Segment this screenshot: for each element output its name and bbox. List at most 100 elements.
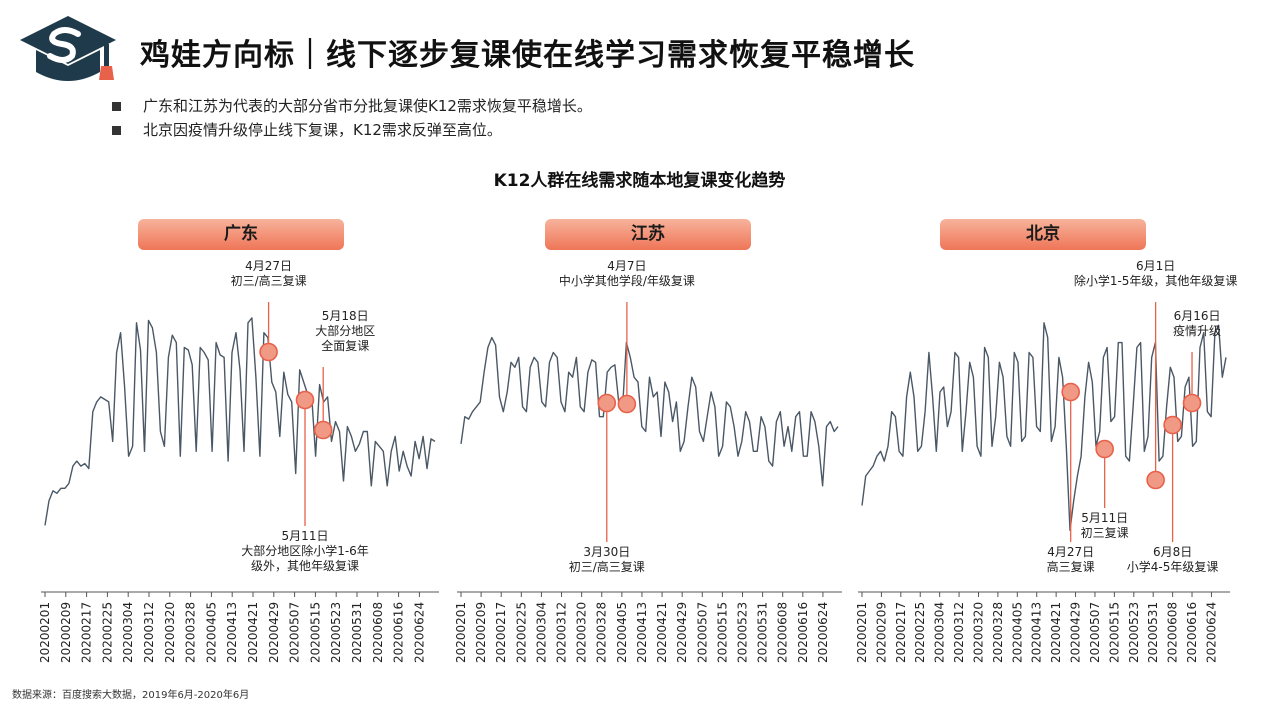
page-title: 鸡娃方向标｜线下逐步复课使在线学习需求恢复平稳增长 — [140, 38, 915, 73]
x-tick-label: 20200616 — [1185, 602, 1199, 663]
annotation-marker — [259, 342, 278, 362]
x-tick-label: 20200429 — [675, 602, 689, 663]
x-tick-label: 20200515 — [1107, 602, 1121, 663]
x-tick-label: 20200624 — [1204, 602, 1218, 663]
x-tick-label: 20200523 — [329, 602, 343, 663]
x-tick-label: 20200413 — [635, 602, 649, 663]
annotation-text: 4月7日 — [607, 259, 646, 273]
chart-panel-0: 20200201 20200209 20200217 20200225 20200304… — [38, 259, 439, 663]
panel-label-guangdong: 广东 — [138, 219, 344, 250]
x-tick-label: 20200429 — [1069, 602, 1083, 663]
chart-panel-2: 20200201 20200209 20200217 20200225 20200304… — [855, 259, 1237, 663]
x-tick-label: 20200201 — [855, 602, 869, 663]
bullet-item: 北京因疫情升级停止线下复课，K12需求反弹至高位。 — [112, 118, 592, 142]
x-tick-label: 20200209 — [874, 602, 888, 663]
x-tick-label: 20200225 — [913, 602, 927, 663]
annotation-text: 初三/高三复课 — [569, 559, 645, 574]
annotation-text: 5月18日 — [322, 309, 369, 323]
x-tick-label: 20200312 — [952, 602, 966, 663]
annotation-marker — [1163, 415, 1182, 435]
annotation-marker — [617, 394, 637, 414]
x-tick-label: 20200320 — [971, 602, 985, 663]
annotation-marker — [1061, 382, 1080, 402]
annotation-text: 初三复课 — [1081, 526, 1129, 540]
bullet-text: 广东和江苏为代表的大部分省市分批复课使K12需求恢复平稳增长。 — [143, 97, 592, 115]
x-tick-label: 20200413 — [225, 602, 239, 663]
annotation-marker — [597, 393, 617, 413]
x-tick-label: 20200209 — [59, 602, 73, 663]
annotation-text: 疫情升级 — [1173, 323, 1221, 338]
annotation-marker — [295, 390, 315, 410]
x-tick-label: 20200507 — [1088, 602, 1102, 663]
x-tick-label: 20200225 — [514, 602, 528, 663]
annotation-text: 级外，其他年级复课 — [251, 559, 359, 573]
logo-graduation-cap-icon — [20, 16, 116, 81]
annotation-marker — [1146, 470, 1165, 490]
x-tick-label: 20200507 — [695, 602, 709, 663]
x-tick-label: 20200405 — [1010, 602, 1024, 663]
x-tick-label: 20200304 — [933, 602, 947, 663]
x-tick-label: 20200523 — [1127, 602, 1141, 663]
x-tick-label: 20200429 — [267, 602, 281, 663]
annotation-text: 5月11日 — [1081, 511, 1128, 525]
annotation-text: 初三/高三复课 — [231, 273, 307, 288]
annotation-text: 4月27日 — [1047, 545, 1094, 559]
x-tick-label: 20200328 — [595, 602, 609, 663]
annotation-text: 6月8日 — [1153, 545, 1192, 559]
x-tick-label: 20200413 — [1030, 602, 1044, 663]
x-tick-label: 20200405 — [204, 602, 218, 663]
annotation-text: 大部分地区除小学1-6年 — [241, 543, 369, 558]
annotation-text: 6月16日 — [1174, 309, 1221, 323]
x-tick-label: 20200320 — [575, 602, 589, 663]
x-tick-label: 20200608 — [371, 602, 385, 663]
x-tick-label: 20200405 — [615, 602, 629, 663]
x-tick-label: 20200312 — [555, 602, 569, 663]
chart-panel-1: 20200201 20200209 20200217 20200225 20200304… — [454, 259, 842, 663]
x-tick-label: 20200217 — [894, 602, 908, 663]
panel-label-jiangsu: 江苏 — [545, 219, 751, 250]
annotation-marker — [313, 420, 333, 440]
x-tick-label: 20200328 — [991, 602, 1005, 663]
x-tick-label: 20200608 — [1166, 602, 1180, 663]
annotation-text: 大部分地区 — [315, 323, 375, 338]
bullet-text: 北京因疫情升级停止线下复课，K12需求反弹至高位。 — [143, 121, 502, 139]
x-tick-label: 20200421 — [655, 602, 669, 663]
annotation-text: 小学4-5年级复课 — [1127, 559, 1219, 574]
annotation-text: 中小学其他学段/年级复课 — [559, 273, 695, 288]
x-tick-label: 20200515 — [715, 602, 729, 663]
x-tick-label: 20200421 — [1049, 602, 1063, 663]
bullet-item: 广东和江苏为代表的大部分省市分批复课使K12需求恢复平稳增长。 — [112, 94, 592, 118]
bullet-square-icon — [112, 125, 121, 135]
x-tick-label: 20200304 — [534, 602, 548, 663]
x-tick-label: 20200312 — [142, 602, 156, 663]
x-tick-label: 20200531 — [756, 602, 770, 663]
x-tick-label: 20200225 — [100, 602, 114, 663]
x-tick-label: 20200304 — [121, 602, 135, 663]
x-tick-label: 20200201 — [454, 602, 468, 663]
annotation-text: 3月30日 — [583, 545, 630, 559]
annotation-marker — [1095, 439, 1114, 459]
x-tick-label: 20200421 — [246, 602, 260, 663]
annotation-marker — [1182, 393, 1202, 413]
series-line — [44, 317, 436, 526]
x-tick-label: 20200201 — [38, 602, 52, 663]
x-tick-label: 20200515 — [308, 602, 322, 663]
source-note: 数据来源：百度搜索大数据，2019年6月-2020年6月 — [12, 690, 250, 701]
x-tick-label: 20200320 — [163, 602, 177, 663]
x-tick-label: 20200616 — [392, 602, 406, 663]
x-tick-label: 20200531 — [350, 602, 364, 663]
annotation-text: 全面复课 — [321, 338, 369, 353]
bullet-square-icon — [112, 101, 121, 111]
annotation-text: 高三复课 — [1047, 559, 1095, 574]
x-tick-label: 20200624 — [816, 602, 830, 663]
x-tick-label: 20200523 — [735, 602, 749, 663]
x-tick-label: 20200507 — [288, 602, 302, 663]
x-tick-label: 20200209 — [474, 602, 488, 663]
annotation-text: 除小学1-5年级，其他年级复课 — [1074, 273, 1238, 288]
chart-title: K12人群在线需求随本地复课变化趋势 — [493, 171, 786, 191]
bullet-list: 广东和江苏为代表的大部分省市分批复课使K12需求恢复平稳增长。 北京因疫情升级停… — [112, 94, 592, 142]
x-tick-label: 20200624 — [412, 602, 426, 663]
x-tick-label: 20200217 — [80, 602, 94, 663]
x-tick-label: 20200616 — [796, 602, 810, 663]
